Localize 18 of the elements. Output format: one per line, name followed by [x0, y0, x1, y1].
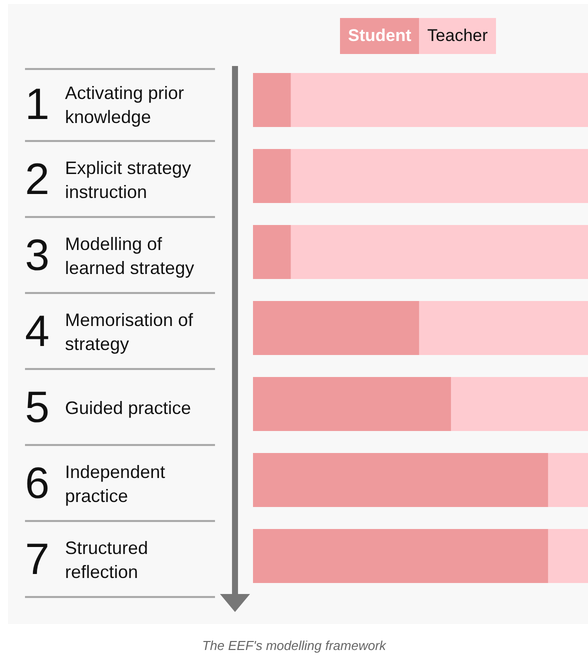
bar	[253, 149, 291, 203]
bar	[253, 529, 548, 583]
bar	[253, 453, 548, 507]
bar	[290, 225, 588, 279]
text: Student	[348, 26, 412, 45]
text: The EEF's modelling framework	[201, 638, 388, 653]
bar	[290, 149, 588, 203]
bar	[253, 225, 291, 279]
bar	[548, 529, 588, 583]
bar	[253, 301, 420, 355]
bar	[419, 301, 588, 355]
bar	[548, 453, 588, 507]
bar	[253, 377, 451, 431]
bar	[290, 73, 588, 127]
series-label: Teacher	[427, 26, 488, 45]
bar	[450, 377, 588, 431]
y-tick-label: 5 Guided practice	[25, 383, 192, 433]
bar	[253, 73, 291, 127]
